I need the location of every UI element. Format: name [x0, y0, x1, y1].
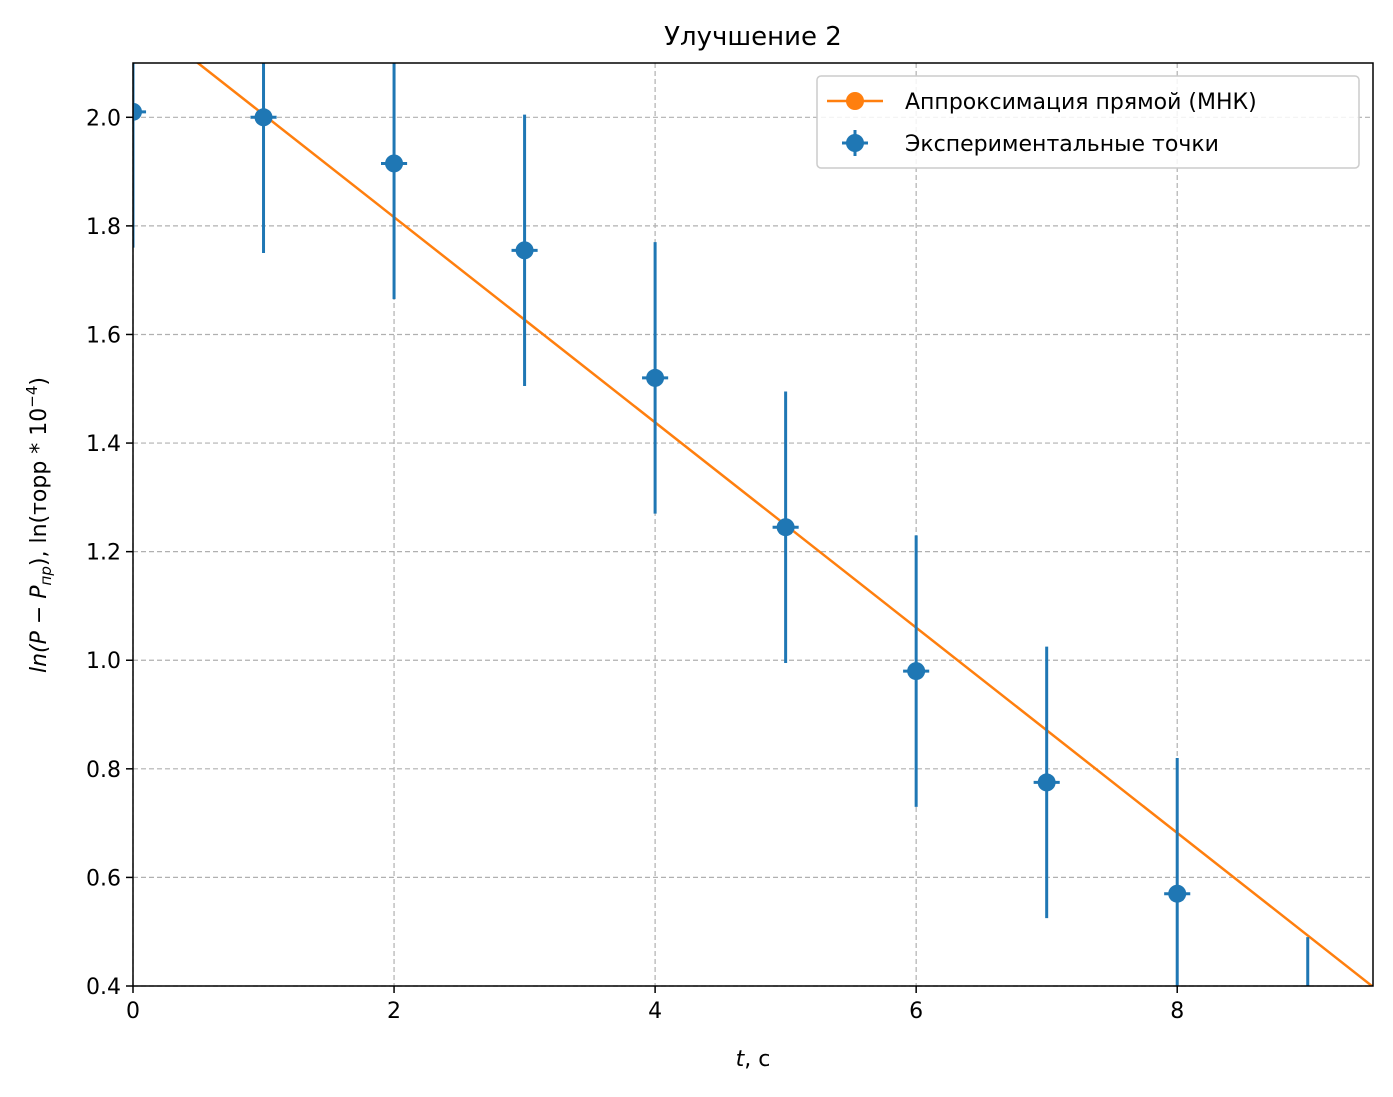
y-axis-label-part: пр: [37, 566, 55, 585]
data-point: [776, 518, 795, 537]
y-axis-label-part: ): [27, 377, 52, 386]
data-point: [907, 662, 926, 681]
y-tick-label: 0.6: [86, 866, 121, 891]
data-point: [254, 108, 273, 127]
y-axis-label-part: ), ln(торр * 10: [27, 408, 52, 566]
legend-swatch: [846, 92, 864, 110]
y-tick-label: 1.4: [86, 432, 121, 457]
x-tick-label: 4: [648, 999, 662, 1024]
axes: 0 2 4 6 8 0.4 0.6 0.8 1.0 1.2 1.4 1.6 1.8 2.0: [86, 106, 1184, 1024]
y-tick-label: 1.8: [86, 215, 121, 240]
plot-area: [133, 63, 1373, 1082]
data-point: [1168, 884, 1187, 903]
legend-label: Экспериментальные точки: [905, 132, 1219, 157]
chart-title: Улучшение 2: [664, 22, 842, 52]
y-tick-label: 0.4: [86, 975, 121, 1000]
x-axis-label: t, с: [736, 1047, 771, 1072]
x-axis-label-part: , с: [744, 1047, 770, 1072]
data-point: [646, 368, 665, 387]
data-point: [1299, 1064, 1317, 1082]
y-tick-label: 1.0: [86, 649, 121, 674]
y-tick-label: 2.0: [86, 106, 121, 131]
y-tick-label: 1.6: [86, 323, 121, 348]
y-tick-label: 0.8: [86, 758, 121, 783]
legend: Аппроксимация прямой (МНК) Эксперименталь…: [816, 75, 1360, 169]
data-point: [515, 241, 534, 260]
y-axis-label-part: −4: [23, 386, 41, 408]
y-axis-label-part: ln(P − P: [27, 585, 52, 673]
grid: [132, 63, 1373, 987]
x-axis-label-part: t: [736, 1047, 746, 1072]
legend-box: [816, 75, 1360, 169]
data-point: [385, 154, 404, 173]
axes-frame: [132, 62, 1374, 987]
x-tick-label: 6: [909, 999, 923, 1024]
x-tick-label: 0: [126, 999, 140, 1024]
data-point: [133, 102, 142, 121]
x-tick-label: 8: [1170, 999, 1184, 1024]
legend-swatch: [846, 134, 864, 152]
y-tick-label: 1.2: [86, 541, 121, 566]
x-tick-label: 2: [387, 999, 401, 1024]
data-point: [1037, 773, 1056, 792]
y-axis-label: ln(P − Pпр), ln(торр * 10−4): [23, 377, 55, 673]
legend-label: Аппроксимация прямой (МНК): [905, 90, 1257, 115]
